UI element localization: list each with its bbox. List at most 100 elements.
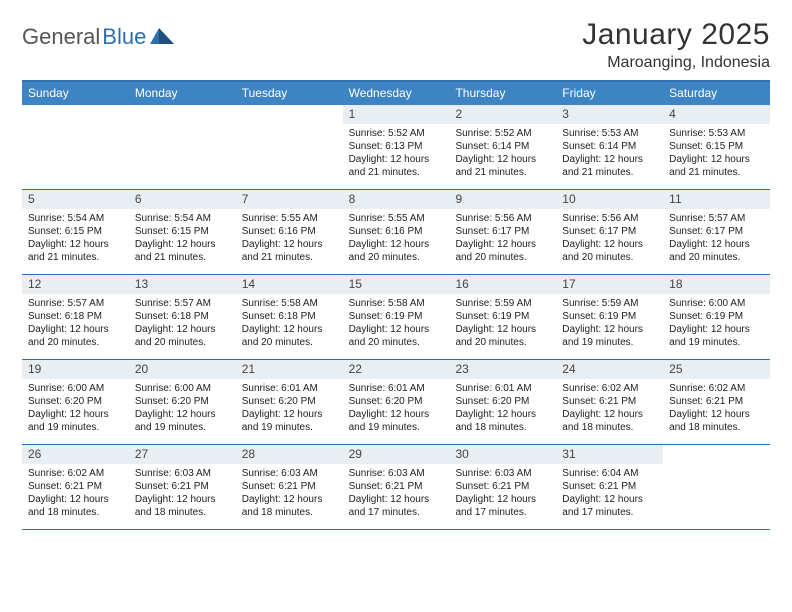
sunset-line: Sunset: 6:17 PM xyxy=(562,225,657,238)
daylight-line: Daylight: 12 hours and 21 minutes. xyxy=(242,238,337,264)
daylight-line: Daylight: 12 hours and 19 minutes. xyxy=(242,408,337,434)
sunset-line: Sunset: 6:13 PM xyxy=(349,140,444,153)
daylight-line: Daylight: 12 hours and 18 minutes. xyxy=(669,408,764,434)
week-row: 19Sunrise: 6:00 AMSunset: 6:20 PMDayligh… xyxy=(22,360,770,445)
day-cell: 16Sunrise: 5:59 AMSunset: 6:19 PMDayligh… xyxy=(449,275,556,359)
sunrise-line: Sunrise: 6:01 AM xyxy=(455,382,550,395)
day-number: 26 xyxy=(22,445,129,464)
weekday-header: Monday xyxy=(129,82,236,105)
day-number: 11 xyxy=(663,190,770,209)
sunrise-line: Sunrise: 5:59 AM xyxy=(562,297,657,310)
sunrise-line: Sunrise: 5:54 AM xyxy=(28,212,123,225)
day-detail: Sunrise: 5:58 AMSunset: 6:19 PMDaylight:… xyxy=(343,294,450,355)
weeks-container: 1Sunrise: 5:52 AMSunset: 6:13 PMDaylight… xyxy=(22,105,770,530)
weekday-header: Thursday xyxy=(449,82,556,105)
sunset-line: Sunset: 6:16 PM xyxy=(242,225,337,238)
day-cell: 3Sunrise: 5:53 AMSunset: 6:14 PMDaylight… xyxy=(556,105,663,189)
day-number xyxy=(22,105,129,123)
day-cell: 29Sunrise: 6:03 AMSunset: 6:21 PMDayligh… xyxy=(343,445,450,529)
day-cell xyxy=(236,105,343,189)
sunrise-line: Sunrise: 6:00 AM xyxy=(135,382,230,395)
day-cell: 1Sunrise: 5:52 AMSunset: 6:13 PMDaylight… xyxy=(343,105,450,189)
daylight-line: Daylight: 12 hours and 20 minutes. xyxy=(455,238,550,264)
sunrise-line: Sunrise: 6:02 AM xyxy=(562,382,657,395)
sunset-line: Sunset: 6:21 PM xyxy=(349,480,444,493)
daylight-line: Daylight: 12 hours and 20 minutes. xyxy=(242,323,337,349)
brand-logo: GeneralBlue xyxy=(22,18,174,50)
day-detail: Sunrise: 5:53 AMSunset: 6:14 PMDaylight:… xyxy=(556,124,663,185)
sunrise-line: Sunrise: 5:57 AM xyxy=(135,297,230,310)
day-cell xyxy=(129,105,236,189)
sunrise-line: Sunrise: 5:57 AM xyxy=(28,297,123,310)
day-number: 16 xyxy=(449,275,556,294)
sunrise-line: Sunrise: 5:55 AM xyxy=(242,212,337,225)
sunset-line: Sunset: 6:19 PM xyxy=(455,310,550,323)
day-cell: 12Sunrise: 5:57 AMSunset: 6:18 PMDayligh… xyxy=(22,275,129,359)
sunrise-line: Sunrise: 5:56 AM xyxy=(455,212,550,225)
day-detail: Sunrise: 5:59 AMSunset: 6:19 PMDaylight:… xyxy=(556,294,663,355)
daylight-line: Daylight: 12 hours and 21 minutes. xyxy=(669,153,764,179)
day-cell: 6Sunrise: 5:54 AMSunset: 6:15 PMDaylight… xyxy=(129,190,236,274)
day-detail: Sunrise: 6:00 AMSunset: 6:20 PMDaylight:… xyxy=(129,379,236,440)
sunset-line: Sunset: 6:21 PM xyxy=(242,480,337,493)
day-detail: Sunrise: 6:02 AMSunset: 6:21 PMDaylight:… xyxy=(663,379,770,440)
daylight-line: Daylight: 12 hours and 18 minutes. xyxy=(242,493,337,519)
calendar: SundayMondayTuesdayWednesdayThursdayFrid… xyxy=(22,80,770,530)
day-number: 28 xyxy=(236,445,343,464)
daylight-line: Daylight: 12 hours and 19 minutes. xyxy=(135,408,230,434)
day-detail: Sunrise: 5:59 AMSunset: 6:19 PMDaylight:… xyxy=(449,294,556,355)
day-detail: Sunrise: 6:03 AMSunset: 6:21 PMDaylight:… xyxy=(236,464,343,525)
day-detail: Sunrise: 5:57 AMSunset: 6:18 PMDaylight:… xyxy=(22,294,129,355)
day-detail: Sunrise: 5:55 AMSunset: 6:16 PMDaylight:… xyxy=(343,209,450,270)
daylight-line: Daylight: 12 hours and 20 minutes. xyxy=(349,238,444,264)
sunset-line: Sunset: 6:15 PM xyxy=(135,225,230,238)
sunset-line: Sunset: 6:18 PM xyxy=(242,310,337,323)
daylight-line: Daylight: 12 hours and 21 minutes. xyxy=(135,238,230,264)
sunrise-line: Sunrise: 5:57 AM xyxy=(669,212,764,225)
day-detail: Sunrise: 5:57 AMSunset: 6:18 PMDaylight:… xyxy=(129,294,236,355)
day-detail: Sunrise: 6:01 AMSunset: 6:20 PMDaylight:… xyxy=(236,379,343,440)
day-detail: Sunrise: 6:01 AMSunset: 6:20 PMDaylight:… xyxy=(343,379,450,440)
day-cell: 22Sunrise: 6:01 AMSunset: 6:20 PMDayligh… xyxy=(343,360,450,444)
sunrise-line: Sunrise: 5:58 AM xyxy=(242,297,337,310)
sunrise-line: Sunrise: 6:03 AM xyxy=(135,467,230,480)
day-detail: Sunrise: 6:03 AMSunset: 6:21 PMDaylight:… xyxy=(129,464,236,525)
sunset-line: Sunset: 6:20 PM xyxy=(455,395,550,408)
day-cell: 24Sunrise: 6:02 AMSunset: 6:21 PMDayligh… xyxy=(556,360,663,444)
day-number: 24 xyxy=(556,360,663,379)
day-cell: 28Sunrise: 6:03 AMSunset: 6:21 PMDayligh… xyxy=(236,445,343,529)
logo-mark-icon xyxy=(150,24,174,50)
day-cell xyxy=(22,105,129,189)
month-title: January 2025 xyxy=(582,18,770,52)
day-number: 29 xyxy=(343,445,450,464)
day-number: 19 xyxy=(22,360,129,379)
sunrise-line: Sunrise: 5:52 AM xyxy=(455,127,550,140)
day-number: 2 xyxy=(449,105,556,124)
sunrise-line: Sunrise: 5:58 AM xyxy=(349,297,444,310)
location-label: Maroanging, Indonesia xyxy=(582,54,770,72)
sunrise-line: Sunrise: 6:03 AM xyxy=(349,467,444,480)
day-cell: 2Sunrise: 5:52 AMSunset: 6:14 PMDaylight… xyxy=(449,105,556,189)
sunset-line: Sunset: 6:20 PM xyxy=(28,395,123,408)
daylight-line: Daylight: 12 hours and 19 minutes. xyxy=(349,408,444,434)
daylight-line: Daylight: 12 hours and 17 minutes. xyxy=(455,493,550,519)
daylight-line: Daylight: 12 hours and 19 minutes. xyxy=(562,323,657,349)
daylight-line: Daylight: 12 hours and 21 minutes. xyxy=(562,153,657,179)
day-detail: Sunrise: 5:55 AMSunset: 6:16 PMDaylight:… xyxy=(236,209,343,270)
day-number: 5 xyxy=(22,190,129,209)
sunset-line: Sunset: 6:19 PM xyxy=(669,310,764,323)
sunrise-line: Sunrise: 5:53 AM xyxy=(669,127,764,140)
week-row: 5Sunrise: 5:54 AMSunset: 6:15 PMDaylight… xyxy=(22,190,770,275)
sunrise-line: Sunrise: 5:56 AM xyxy=(562,212,657,225)
sunrise-line: Sunrise: 6:00 AM xyxy=(669,297,764,310)
week-row: 1Sunrise: 5:52 AMSunset: 6:13 PMDaylight… xyxy=(22,105,770,190)
day-number: 4 xyxy=(663,105,770,124)
daylight-line: Daylight: 12 hours and 18 minutes. xyxy=(562,408,657,434)
sunset-line: Sunset: 6:14 PM xyxy=(455,140,550,153)
sunset-line: Sunset: 6:20 PM xyxy=(242,395,337,408)
day-number: 30 xyxy=(449,445,556,464)
daylight-line: Daylight: 12 hours and 19 minutes. xyxy=(28,408,123,434)
day-number: 27 xyxy=(129,445,236,464)
day-number: 31 xyxy=(556,445,663,464)
daylight-line: Daylight: 12 hours and 20 minutes. xyxy=(455,323,550,349)
